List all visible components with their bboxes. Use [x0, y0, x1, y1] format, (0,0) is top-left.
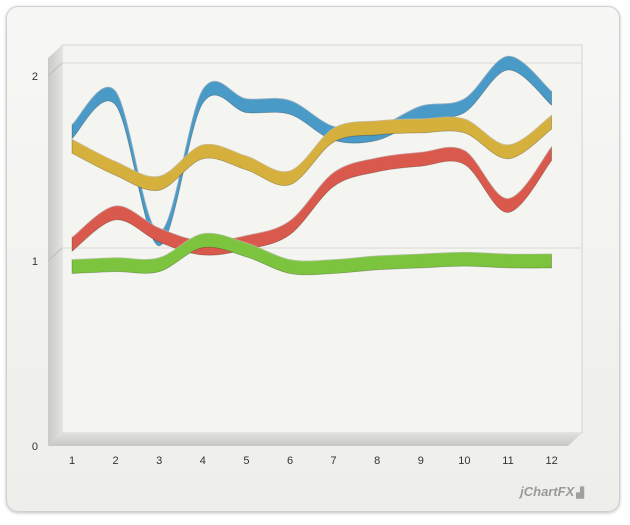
x-tick-label: 8: [374, 455, 380, 467]
data-point: [550, 152, 552, 154]
gridline-side: [47, 62, 63, 77]
series-band: [71, 55, 552, 247]
y-tick-label: 1: [32, 256, 38, 268]
data-point: [202, 239, 204, 241]
data-point: [507, 260, 509, 262]
data-point: [507, 151, 509, 153]
data-point: [114, 167, 116, 169]
series-band: [71, 232, 552, 276]
x-tick-label: 3: [156, 455, 162, 467]
series-highlight: [71, 114, 552, 178]
data-point: [71, 265, 73, 267]
data-point: [114, 97, 116, 99]
x-tick-label: 12: [545, 455, 557, 467]
series-highlight: [71, 232, 552, 262]
data-point: [376, 262, 378, 264]
brand-logo: jChartFX ▟: [520, 484, 584, 499]
data-point: [114, 212, 116, 214]
data-point: [463, 125, 465, 127]
data-point: [420, 125, 422, 127]
data-point: [245, 162, 247, 164]
data-point: [332, 265, 334, 267]
plot-floor: [48, 433, 582, 446]
series-ribbons: [71, 55, 553, 276]
data-point: [202, 151, 204, 153]
y-tick-label: 2: [32, 71, 38, 83]
data-point: [420, 158, 422, 160]
plot-back-wall: [61, 44, 583, 434]
data-point: [420, 112, 422, 114]
data-point: [245, 104, 247, 106]
data-point: [289, 177, 291, 179]
data-point: [158, 263, 160, 265]
data-point: [114, 263, 116, 265]
x-tick-label: 10: [458, 455, 470, 467]
x-tick-label: 4: [200, 455, 206, 467]
data-point: [332, 178, 334, 180]
series-band: [71, 114, 552, 192]
data-point: [420, 260, 422, 262]
data-point: [463, 156, 465, 158]
x-tick-label: 1: [69, 455, 75, 467]
gridlines: [47, 62, 582, 262]
data-point: [550, 97, 552, 99]
data-point: [289, 265, 291, 267]
series-ribbon: [71, 114, 552, 192]
data-point: [158, 182, 160, 184]
data-point: [463, 258, 465, 260]
data-point: [376, 164, 378, 166]
x-axis-labels: 1 2 3 4 5 6 7 8 9 10 11 12: [69, 455, 558, 467]
x-tick-label: 11: [502, 455, 513, 467]
data-point: [71, 243, 73, 245]
data-point: [376, 127, 378, 129]
series-ribbon: [71, 232, 552, 276]
data-point: [507, 62, 509, 64]
data-point: [245, 249, 247, 251]
x-tick-label: 6: [287, 455, 293, 467]
x-tick-label: 5: [243, 455, 249, 467]
chart-logo-icon: ▟: [576, 488, 584, 499]
plot-left-wall: [48, 45, 62, 446]
data-point: [507, 204, 509, 206]
data-point: [202, 95, 204, 97]
data-point: [289, 226, 291, 228]
data-point: [332, 134, 334, 136]
gridline-side: [47, 247, 63, 262]
data-point: [158, 234, 160, 236]
data-point: [289, 106, 291, 108]
y-axis-labels: 0 1 2: [32, 71, 38, 453]
x-tick-label: 2: [113, 455, 119, 467]
x-tick-label: 7: [331, 455, 337, 467]
data-point: [463, 104, 465, 106]
data-point: [550, 260, 552, 262]
x-tick-label: 9: [418, 455, 424, 467]
data-point: [71, 130, 73, 132]
data-point: [550, 121, 552, 123]
data-point: [71, 145, 73, 147]
y-tick-label: 0: [32, 441, 38, 453]
series-highlight: [71, 146, 553, 242]
